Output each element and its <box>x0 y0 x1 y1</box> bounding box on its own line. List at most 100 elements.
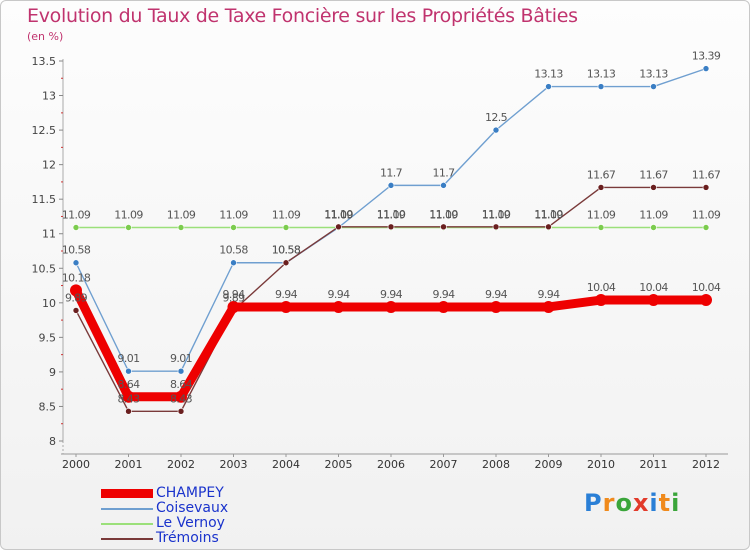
x-tick-label: 2004 <box>272 458 300 471</box>
x-tick-label: 2010 <box>587 458 615 471</box>
data-label: 11.10 <box>482 208 511 221</box>
data-point <box>335 223 342 231</box>
x-tick-label: 2001 <box>115 458 143 471</box>
logo-letter: P <box>584 489 603 517</box>
data-label: 11.10 <box>377 208 406 221</box>
chart-title: Evolution du Taux de Taxe Foncière sur l… <box>27 5 578 27</box>
legend-item: Le Vernoy <box>101 516 301 531</box>
x-tick-label: 2012 <box>692 458 720 471</box>
y-tick-label: 13 <box>42 90 56 103</box>
data-point <box>122 390 135 403</box>
data-point <box>597 83 605 90</box>
data-point <box>650 184 657 191</box>
data-point <box>72 259 80 267</box>
data-point <box>650 224 657 231</box>
logo-letter: r <box>602 489 616 517</box>
data-label: 11.09 <box>114 209 143 222</box>
data-label: 11.67 <box>587 168 616 181</box>
logo-letter: i <box>671 489 681 517</box>
data-label: 11.09 <box>639 209 668 222</box>
data-point <box>440 182 447 189</box>
data-label: 11.09 <box>62 209 91 222</box>
data-point <box>387 223 395 231</box>
data-point <box>597 224 605 231</box>
x-tick-label: 2002 <box>167 458 195 471</box>
data-point <box>175 390 187 403</box>
data-label: 11.7 <box>380 166 403 179</box>
data-point <box>385 300 397 313</box>
legend-label: CHAMPEY <box>156 485 224 501</box>
data-point <box>440 223 447 231</box>
y-tick-label: 13.5 <box>32 55 57 68</box>
logo-letter: t <box>658 489 672 517</box>
data-label: 11.09 <box>534 209 563 222</box>
legend-item: Coisevaux <box>101 501 301 516</box>
data-label: 9.01 <box>170 352 192 365</box>
data-label: 11.09 <box>429 209 458 222</box>
data-point <box>125 367 132 375</box>
data-point <box>125 224 132 231</box>
data-label: 8.43 <box>170 392 193 405</box>
y-tick-label: 11 <box>42 228 56 241</box>
data-label: 10.58 <box>62 244 91 257</box>
data-label: 11.10 <box>324 208 353 221</box>
data-label: 12.5 <box>485 111 508 124</box>
data-label: 9.01 <box>117 352 139 365</box>
data-label: 9.94 <box>537 288 560 301</box>
data-point <box>230 259 237 267</box>
x-tick-label: 2011 <box>640 458 668 471</box>
legend-item: CHAMPEY <box>101 486 301 501</box>
data-label: 9.94 <box>432 288 455 301</box>
y-tick-label: 10.5 <box>32 262 57 275</box>
data-label: 9.94 <box>485 288 508 301</box>
data-label: 10.04 <box>639 281 668 294</box>
data-label: 11.10 <box>429 208 458 221</box>
data-label: 10.04 <box>692 281 721 294</box>
legend-label: Coisevaux <box>156 500 229 516</box>
data-label: 9.94 <box>327 288 350 301</box>
legend-item: Trémoins <box>101 531 301 546</box>
data-label: 11.09 <box>324 209 353 222</box>
data-point <box>230 224 237 231</box>
data-label: 11.09 <box>219 209 248 222</box>
data-label: 11.09 <box>692 209 721 222</box>
legend-swatch <box>101 538 153 540</box>
legend-label: Trémoins <box>156 530 219 546</box>
y-tick-label: 12.5 <box>32 124 57 137</box>
data-label: 11.7 <box>432 166 455 179</box>
data-label: 13.39 <box>692 50 721 63</box>
data-label: 8.64 <box>170 378 193 391</box>
x-tick-label: 2005 <box>325 458 353 471</box>
data-point <box>227 300 240 313</box>
data-point <box>542 300 555 313</box>
data-point <box>647 294 660 307</box>
x-tick-label: 2003 <box>220 458 248 471</box>
data-point <box>177 224 185 231</box>
data-point <box>282 259 290 267</box>
data-label: 10.58 <box>272 244 301 257</box>
legend-label: Le Vernoy <box>156 515 225 531</box>
y-tick-label: 8.5 <box>39 400 57 413</box>
data-label: 11.10 <box>534 208 563 221</box>
y-tick-label: 9.5 <box>39 331 57 344</box>
data-label: 10.18 <box>62 271 91 284</box>
data-label: 13.13 <box>534 68 563 81</box>
data-point <box>177 367 185 375</box>
data-label: 10.04 <box>587 281 616 294</box>
data-label: 11.67 <box>692 168 721 181</box>
data-point <box>702 65 710 72</box>
data-label: 11.09 <box>272 209 301 222</box>
data-point <box>702 184 710 191</box>
logo-letter: x <box>632 489 650 517</box>
data-point <box>490 300 502 313</box>
x-tick-label: 2007 <box>430 458 458 471</box>
y-tick-label: 8 <box>49 435 56 448</box>
logo-letter: o <box>615 489 633 517</box>
data-label: 9.94 <box>380 288 403 301</box>
data-label: 10.58 <box>272 244 301 257</box>
data-label: 8.43 <box>117 392 140 405</box>
unit-label: (en %) <box>27 30 64 43</box>
data-label: 9.94 <box>222 288 245 301</box>
data-point <box>280 300 292 313</box>
